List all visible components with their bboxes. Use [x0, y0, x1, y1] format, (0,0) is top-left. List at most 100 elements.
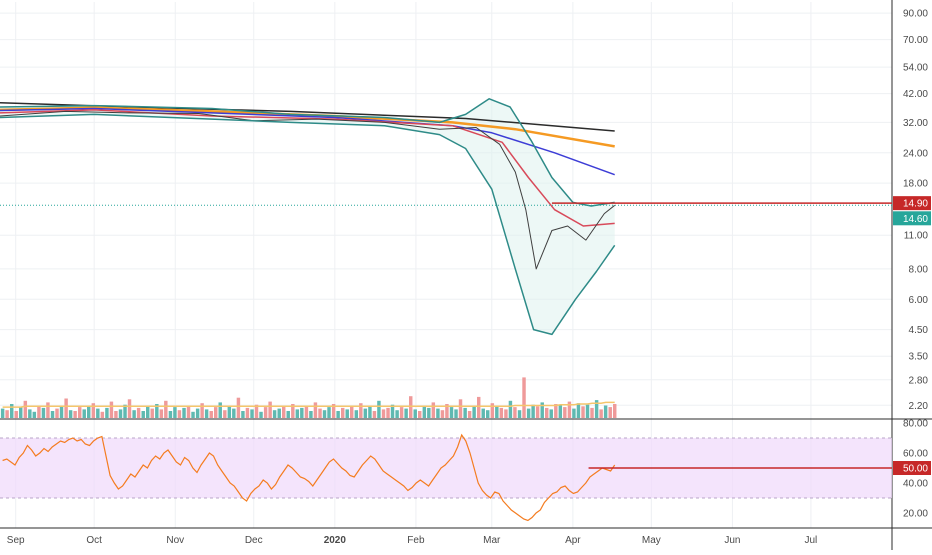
rsi-line: [2, 433, 616, 522]
time-tick-label: Jul: [805, 535, 818, 546]
volume-bar: [495, 405, 499, 418]
volume-bar: [363, 408, 368, 418]
volume-bar: [486, 410, 490, 418]
volume-bar: [182, 407, 186, 418]
volume-bar: [313, 402, 318, 418]
volume-bar: [572, 408, 576, 418]
volume-bar: [545, 407, 549, 418]
volume-bar: [132, 410, 136, 418]
price-tick-label: 42.00: [903, 89, 928, 100]
volume-bar: [331, 404, 336, 418]
price-tick-label: 70.00: [903, 35, 928, 46]
rsi-tick-label: 20.00: [903, 509, 928, 520]
time-tick-label: Oct: [86, 535, 102, 546]
volume-bar: [350, 405, 354, 418]
volume-bar: [581, 406, 585, 418]
volume-bar: [458, 399, 463, 418]
volume-bar: [78, 407, 82, 418]
volume-bar: [499, 407, 504, 418]
volume-bar: [241, 411, 245, 418]
volume-bar: [359, 403, 363, 418]
volume-bars: [0, 377, 617, 418]
volume-bar: [399, 407, 404, 418]
volume-bar: [381, 409, 386, 418]
volume-bar: [100, 411, 105, 418]
volume-bar: [291, 404, 295, 418]
rsi-level-badge-bg: [893, 461, 931, 475]
volume-bar: [195, 408, 200, 418]
volume-bar: [123, 404, 127, 418]
volume-bar: [82, 409, 86, 418]
volume-bar: [603, 405, 608, 418]
volume-bar: [395, 410, 399, 418]
price-series-group: [0, 98, 892, 336]
volume-bar: [463, 407, 467, 418]
volume-bar: [73, 411, 77, 418]
volume-bar: [96, 408, 100, 418]
price-tick-label: 18.00: [903, 179, 928, 190]
price-tick-label: 90.00: [903, 9, 928, 20]
volume-bar: [368, 406, 372, 418]
volume-bar: [214, 407, 218, 418]
volume-bar: [422, 405, 427, 418]
series-bb-upper: [0, 98, 615, 207]
time-tick-label: Dec: [245, 535, 263, 546]
volume-bar: [263, 407, 268, 418]
volume-bar: [118, 409, 123, 418]
volume-bar: [28, 409, 32, 418]
time-tick-label: May: [642, 535, 661, 546]
series-bb-lower: [0, 113, 616, 336]
volume-bar: [436, 408, 440, 418]
volume-bar: [10, 404, 14, 418]
volume-bar: [209, 411, 213, 418]
series-ma-blue: [0, 107, 615, 176]
axes: 90.00 70.00 54.00 42.00 32.00 24.00 18.00 11.00…: [7, 9, 929, 546]
volume-bar: [268, 401, 272, 418]
volume-bar: [155, 404, 159, 418]
volume-bar: [567, 401, 572, 418]
volume-bar: [467, 411, 472, 418]
volume-bar: [37, 405, 41, 418]
volume-bar: [223, 410, 227, 418]
volume-bar: [327, 407, 331, 418]
volume-bar: [540, 402, 544, 418]
volume-bar: [372, 411, 377, 418]
time-tick-label: Feb: [407, 535, 425, 546]
volume-bar: [272, 410, 277, 418]
price-tick-label: 2.80: [909, 375, 929, 386]
volume-bar: [64, 398, 68, 418]
volume-bar: [105, 407, 109, 418]
volume-bar: [87, 405, 91, 418]
rsi-level-badge-text: 50.00: [903, 464, 928, 475]
volume-bar: [173, 407, 177, 418]
volume-bar: [191, 411, 195, 418]
volume-bar: [445, 404, 449, 418]
volume-bar: [594, 400, 599, 418]
volume-bar: [535, 406, 540, 418]
time-tick-label: Nov: [166, 535, 184, 546]
volume-bar: [300, 407, 304, 418]
volume-bar: [345, 409, 349, 418]
time-tick-label: Sep: [7, 535, 25, 546]
volume-bar: [409, 396, 413, 418]
volume-ma-line: [2, 401, 615, 408]
volume-bar: [531, 404, 535, 418]
price-tick-label: 11.00: [904, 231, 929, 242]
resistance-badge: 14.90: [893, 196, 931, 211]
volume-bar: [427, 407, 431, 418]
volume-bar: [599, 409, 603, 418]
price-tick-label: 4.50: [909, 325, 929, 336]
volume-bar: [0, 408, 5, 418]
volume-bar: [377, 400, 381, 418]
volume-bar: [277, 408, 281, 418]
volume-bar: [418, 411, 422, 418]
volume-bar: [576, 403, 581, 418]
volume-bar: [114, 411, 118, 418]
price-tick-label: 3.50: [909, 352, 929, 363]
time-tick-label: Mar: [483, 535, 501, 546]
volume-bar: [236, 397, 241, 418]
volume-bar: [336, 411, 340, 418]
volume-bar: [413, 409, 417, 418]
